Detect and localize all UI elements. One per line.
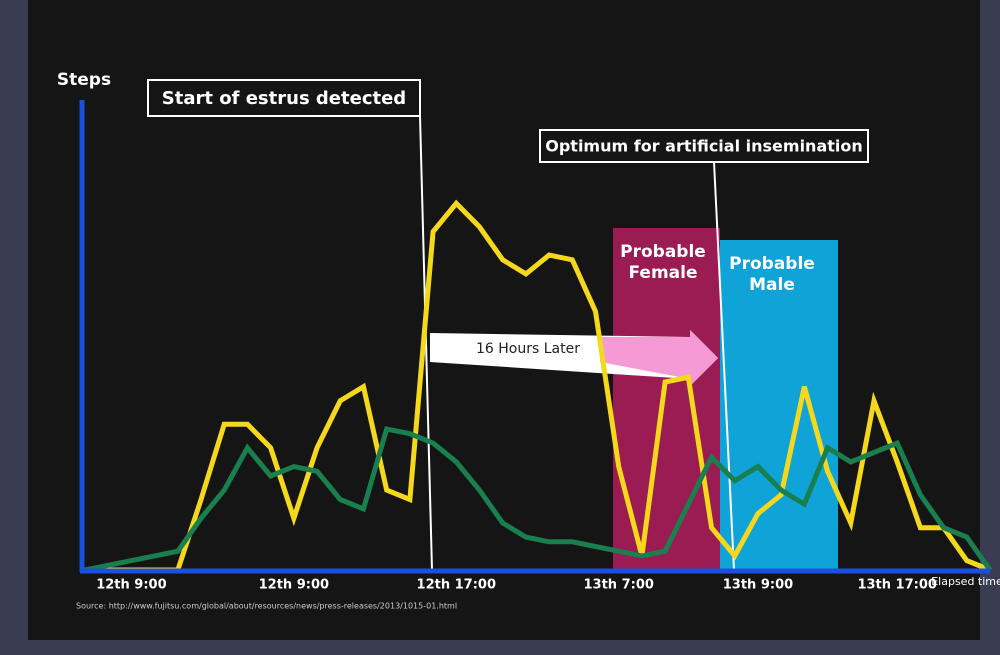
optimum-box	[539, 129, 869, 163]
y-label: Steps	[57, 70, 111, 90]
male-label: Probable Male	[729, 254, 815, 295]
x-tick-label: 12th 17:00	[417, 578, 496, 593]
series-line	[84, 426, 993, 573]
x-tick-label: 13th 9:00	[723, 578, 793, 593]
x-tick-label: 13th 17:00	[857, 578, 936, 593]
series-line	[85, 199, 991, 573]
x-tick-label: 12th 9:00	[259, 578, 329, 593]
x-tick-label: 13th 7:00	[584, 578, 654, 593]
arrow-label: 16 Hours Later	[476, 341, 580, 357]
male-band	[720, 240, 838, 570]
estrus-label: Start of estrus detected	[162, 88, 406, 109]
x-tick-label: 12th 9:00	[96, 578, 166, 593]
optimum-line	[713, 161, 735, 571]
x-label: Elapsed time	[931, 575, 1000, 588]
estrus-line	[419, 115, 433, 571]
female-label: Probable Female	[620, 242, 706, 283]
optimum-label: Optimum for artificial insemination	[545, 137, 863, 156]
arrow-tip	[600, 330, 718, 386]
estrus-box	[147, 79, 421, 117]
source: Source: http://www.fujitsu.com/global/ab…	[76, 602, 457, 611]
plot	[84, 199, 993, 573]
